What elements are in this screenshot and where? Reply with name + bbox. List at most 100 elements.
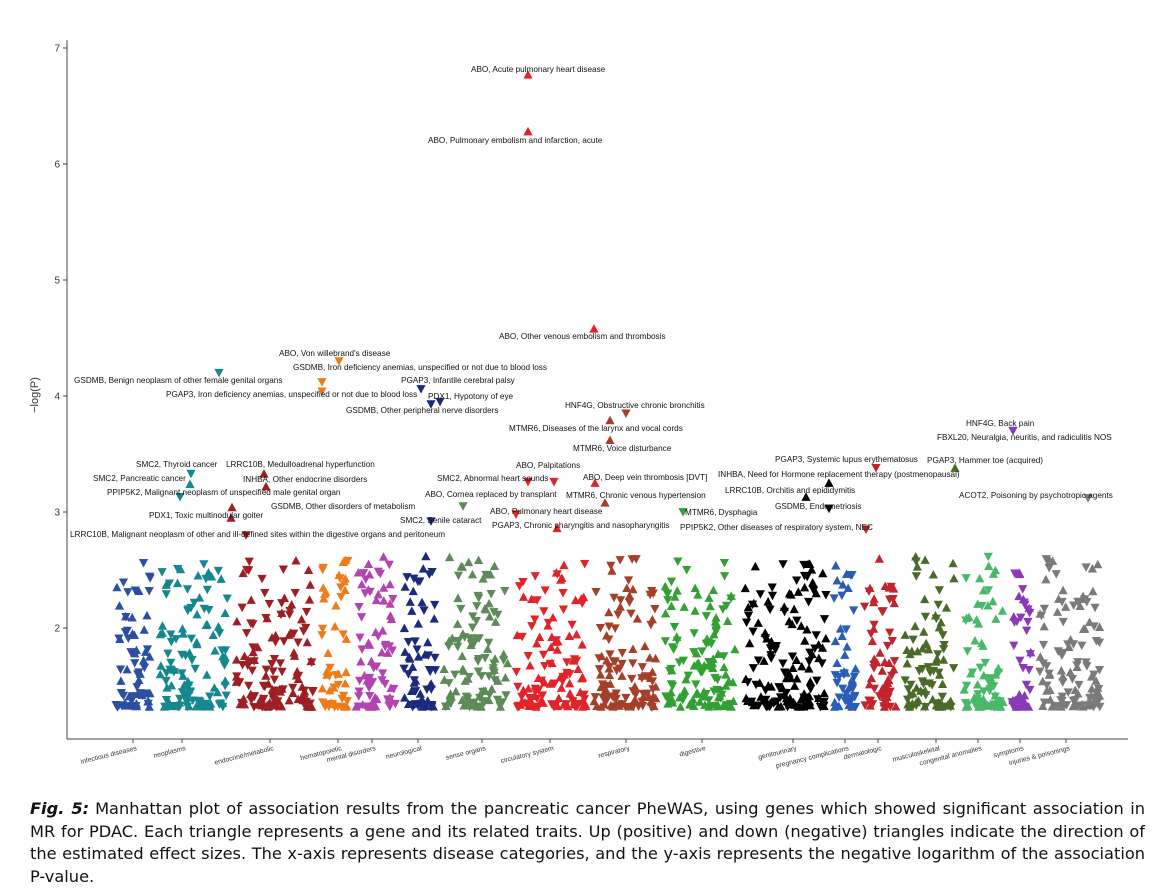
data-point — [487, 684, 497, 693]
data-point — [358, 700, 368, 709]
data-point — [134, 675, 144, 685]
data-point — [723, 616, 733, 626]
data-point — [468, 641, 478, 650]
data-point — [928, 569, 938, 579]
data-point — [624, 591, 635, 600]
data-point — [577, 640, 587, 649]
data-point — [351, 702, 361, 711]
data-point — [1093, 559, 1103, 569]
data-point — [921, 702, 931, 712]
data-point — [464, 702, 475, 712]
data-point — [689, 661, 699, 670]
data-point — [403, 638, 414, 647]
data-point — [480, 604, 490, 613]
data-point — [209, 683, 219, 692]
data-point — [666, 577, 677, 587]
data-point — [1045, 695, 1055, 704]
data-point — [596, 682, 606, 692]
data-point — [127, 613, 137, 622]
data-point — [1014, 591, 1024, 601]
data-point — [499, 656, 509, 665]
data-point — [1020, 702, 1030, 712]
data-point — [995, 697, 1005, 706]
data-point — [558, 588, 568, 598]
data-point — [1082, 662, 1092, 671]
data-point — [411, 687, 421, 696]
data-point — [667, 695, 677, 704]
data-point — [1052, 607, 1063, 616]
data-point — [792, 673, 802, 683]
data-point — [631, 690, 641, 699]
data-point — [925, 668, 935, 677]
data-point — [143, 696, 154, 706]
data-point — [679, 693, 689, 703]
labeled-point — [523, 477, 533, 487]
data-point — [787, 619, 797, 629]
point-annotation: GSDMB, Benign neoplasm of other female g… — [74, 376, 282, 385]
data-point — [1068, 696, 1079, 706]
data-point — [308, 686, 318, 696]
data-point — [239, 651, 250, 661]
data-point — [367, 678, 378, 687]
data-point — [444, 636, 454, 646]
data-point — [297, 614, 307, 624]
data-point — [162, 683, 172, 692]
data-point — [666, 680, 676, 689]
data-point — [802, 624, 812, 634]
data-point — [403, 670, 414, 679]
data-point — [144, 702, 154, 711]
data-point — [567, 620, 577, 630]
data-point — [1088, 586, 1098, 596]
data-point — [244, 681, 254, 691]
data-point — [868, 700, 878, 709]
data-point — [1044, 670, 1055, 679]
data-point — [305, 699, 315, 709]
labeled-point — [186, 469, 196, 479]
data-point — [188, 696, 198, 706]
data-point — [459, 701, 469, 710]
data-point — [556, 683, 567, 692]
data-point — [711, 619, 721, 628]
data-point — [357, 645, 367, 654]
data-point — [910, 621, 920, 631]
data-point — [140, 647, 151, 656]
data-point — [628, 659, 638, 668]
data-point — [808, 586, 819, 595]
data-point — [847, 675, 857, 684]
data-point — [688, 695, 698, 704]
data-point — [866, 673, 877, 683]
data-point — [580, 559, 590, 569]
data-point — [805, 559, 815, 568]
labeled-point — [426, 400, 436, 409]
data-point — [748, 664, 758, 673]
data-point — [660, 581, 670, 591]
data-point — [329, 683, 339, 692]
data-point — [202, 670, 212, 679]
data-point — [537, 691, 548, 700]
data-point — [199, 560, 209, 569]
data-point — [1042, 681, 1052, 691]
data-point — [961, 702, 971, 711]
data-point — [630, 694, 640, 704]
point-annotation: LRRC10B, Medulloadrenal hyperfunction — [226, 460, 375, 469]
data-point — [128, 692, 138, 701]
data-point — [666, 664, 676, 674]
data-point — [978, 641, 988, 650]
data-point — [704, 696, 714, 705]
data-point — [491, 617, 501, 626]
data-point — [905, 689, 915, 699]
data-point — [748, 627, 758, 637]
data-point — [193, 571, 203, 580]
data-point — [903, 685, 913, 694]
data-point — [299, 686, 309, 696]
point-annotation: GSDMB, Other disorders of metabolism — [271, 502, 415, 511]
labeled-point — [416, 385, 426, 394]
data-point — [672, 586, 682, 595]
data-point — [790, 681, 800, 690]
labeled-point — [317, 387, 327, 396]
data-point — [908, 635, 918, 645]
data-point — [385, 702, 395, 712]
data-point — [356, 613, 367, 622]
data-point — [319, 594, 329, 603]
data-point — [323, 699, 334, 709]
